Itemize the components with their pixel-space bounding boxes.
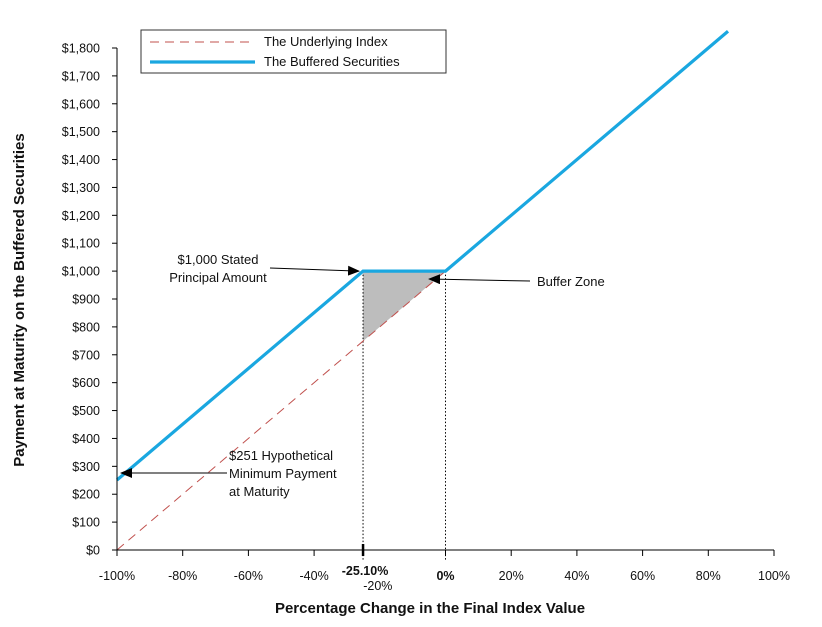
x-tick-label: 20% — [499, 569, 524, 583]
legend-box — [140, 29, 447, 74]
y-tick-label: $1,300 — [62, 181, 100, 195]
series-line-underlying-index — [116, 270, 446, 551]
y-tick-label: $1,000 — [62, 265, 100, 279]
x-tick-label-buffer-threshold: -25.10% — [342, 564, 389, 578]
y-tick-label: $200 — [72, 488, 100, 502]
annotation-buffer-zone-label: Buffer Zone — [537, 274, 605, 289]
y-tick-label: $300 — [72, 460, 100, 474]
x-tick-label: 80% — [696, 569, 721, 583]
y-tick-label: $900 — [72, 293, 100, 307]
x-tick-label: 100% — [758, 569, 790, 583]
annotation-stated-principal-line: $1,000 Stated — [178, 252, 259, 267]
legend-label-buffered-securities: The Buffered Securities — [264, 54, 400, 69]
y-tick-label: $800 — [72, 320, 100, 334]
y-tick-label: $600 — [72, 376, 100, 390]
x-tick-label: -60% — [234, 569, 263, 583]
x-tick-label: 0% — [436, 569, 454, 583]
x-axis-title: Percentage Change in the Final Index Val… — [275, 600, 585, 617]
y-axis-title: Payment at Maturity on the Buffered Secu… — [11, 133, 28, 466]
x-tick-label: -80% — [168, 569, 197, 583]
annotation-buffer-zone-arrow — [428, 274, 531, 285]
y-tick-label: $1,600 — [62, 97, 100, 111]
x-tick-label: -100% — [99, 569, 135, 583]
y-tick-label: $1,100 — [62, 237, 100, 251]
annotation-stated-principal-line: Principal Amount — [169, 270, 267, 285]
buffer-zone-layer — [362, 271, 446, 560]
y-tick-label: $1,800 — [62, 42, 100, 56]
y-tick-label: $400 — [72, 432, 100, 446]
x-tick-label: 60% — [630, 569, 655, 583]
annotation-minimum-payment-line: at Maturity — [229, 484, 290, 499]
annotations-layer: $1,000 Stated Principal Amount Buffer Zone… — [120, 252, 605, 499]
annotation-minimum-payment-line: $251 Hypothetical — [229, 448, 333, 463]
y-tick-label: $100 — [72, 516, 100, 530]
y-tick-label: $1,200 — [62, 209, 100, 223]
y-tick-label: $1,400 — [62, 153, 100, 167]
annotation-stated-principal-arrow — [269, 265, 361, 276]
ticks-layer: $0 $100 $200 $300 $400 $500 $600 $700 $800 $900 $1… — [62, 42, 790, 594]
y-tick-label: $1,700 — [62, 69, 100, 83]
x-tick-label: 40% — [564, 569, 589, 583]
series-line-buffered-securities — [115, 30, 730, 482]
x-tick-label-minus-20: -20% — [363, 579, 392, 593]
y-tick-label: $1,500 — [62, 125, 100, 139]
legend-label-underlying-index: The Underlying Index — [264, 34, 388, 49]
y-tick-label: $700 — [72, 348, 100, 362]
y-tick-label: $500 — [72, 404, 100, 418]
x-tick-label: -40% — [300, 569, 329, 583]
y-tick-label: $0 — [86, 544, 100, 558]
legend: The Underlying Index The Buffered Securi… — [140, 29, 447, 74]
series-layer — [115, 30, 730, 551]
annotation-minimum-payment-line: Minimum Payment — [229, 466, 337, 481]
